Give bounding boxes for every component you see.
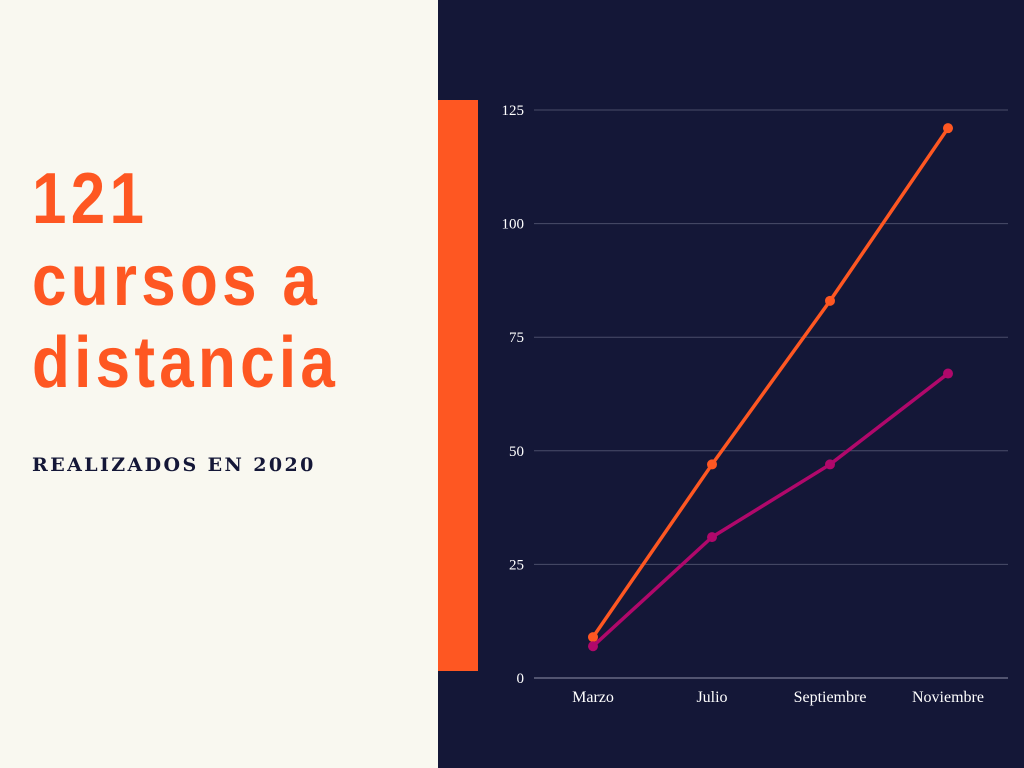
left-panel: 121 cursos a distancia REALIZADOS EN 202… [0, 0, 438, 768]
x-tick-label: Noviembre [912, 689, 984, 706]
y-axis-labels: 0 25 50 75 100 125 [502, 103, 525, 687]
y-tick-label: 100 [502, 217, 525, 233]
series-2-point [707, 532, 717, 543]
x-tick-label: Marzo [572, 689, 614, 706]
series-1-point [943, 123, 953, 134]
y-tick-label: 75 [509, 330, 524, 346]
y-tick-label: 25 [509, 557, 524, 573]
series-2-line [591, 371, 950, 648]
series-lines [591, 126, 950, 648]
x-tick-label: Septiembre [794, 689, 867, 706]
series-2-point [943, 368, 953, 379]
headline: 121 cursos a distancia [32, 158, 339, 404]
series-1-point [825, 295, 835, 306]
headline-line-2: cursos a [32, 241, 322, 321]
accent-bar [438, 100, 478, 671]
series-points [588, 123, 953, 652]
subtitle: REALIZADOS EN 2020 [32, 454, 316, 476]
headline-number: 121 [32, 159, 149, 239]
series-1-line [591, 126, 950, 639]
grid-lines [534, 109, 1008, 679]
x-tick-label: Julio [696, 689, 727, 706]
y-tick-label: 125 [502, 103, 525, 119]
headline-line-3: distancia [32, 323, 340, 403]
series-2-point [825, 459, 835, 470]
series-1-point [707, 459, 717, 470]
y-tick-label: 50 [509, 444, 524, 460]
line-chart: 0 25 50 75 100 125 Marzo Julio Septiembre Noviem… [502, 103, 1008, 706]
series-1-point [588, 632, 598, 643]
series-2-point [588, 641, 598, 652]
y-tick-label: 0 [517, 671, 525, 687]
x-axis-labels: Marzo Julio Septiembre Noviembre [572, 689, 984, 706]
